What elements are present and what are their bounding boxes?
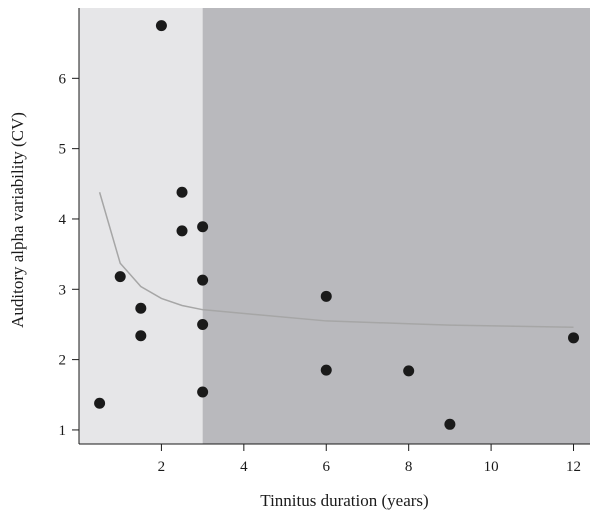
y-tick-label-2: 2	[59, 353, 67, 369]
data-point-14	[403, 365, 415, 377]
x-axis-label: Tinnitus duration (years)	[260, 491, 428, 510]
y-tick-label-1: 1	[59, 423, 67, 439]
x-tick-label-12: 12	[566, 459, 581, 475]
data-point-5	[155, 20, 167, 32]
data-point-9	[197, 274, 209, 286]
data-point-8	[197, 221, 209, 233]
y-tick-label-4: 4	[59, 212, 67, 228]
data-point-13	[320, 364, 332, 376]
y-tick-label-6: 6	[59, 71, 67, 87]
data-point-16	[568, 332, 580, 344]
data-point-10	[197, 318, 209, 330]
y-tick-label-5: 5	[59, 142, 67, 158]
data-point-15	[444, 418, 456, 430]
x-tick-label-6: 6	[323, 459, 331, 475]
x-tick-label-4: 4	[240, 459, 248, 475]
y-tick-label-3: 3	[59, 282, 67, 298]
x-tick-label-8: 8	[405, 459, 413, 475]
shaded-regions	[79, 8, 590, 444]
data-point-2	[114, 271, 126, 283]
data-point-12	[320, 290, 332, 302]
y-axis-label: Auditory alpha variability (CV)	[8, 112, 27, 328]
x-tick-label-2: 2	[158, 459, 166, 475]
x-tick-label-10: 10	[484, 459, 499, 475]
data-point-7	[176, 225, 188, 237]
data-point-1	[94, 397, 106, 409]
trend-line-group	[98, 192, 574, 329]
data-point-4	[135, 330, 147, 342]
trend-line	[98, 192, 574, 329]
data-point-6	[176, 186, 188, 198]
data-point-3	[135, 302, 147, 314]
shaded-region-2	[202, 8, 590, 444]
data-points	[94, 20, 580, 430]
data-point-11	[197, 386, 209, 398]
